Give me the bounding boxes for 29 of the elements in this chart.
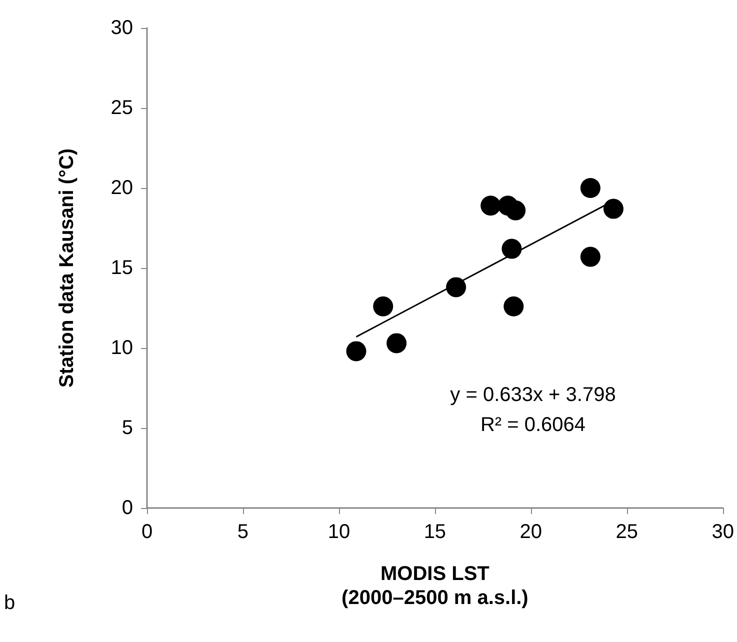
point (502, 238, 522, 259)
point (580, 246, 600, 267)
x-tick-label: 30 (712, 521, 734, 543)
y-tick-label: 30 (110, 17, 133, 39)
x-tick-label: 15 (424, 521, 446, 543)
y-axis-title: Station data Kausani (°C) (56, 148, 78, 388)
y-tick-label: 25 (110, 97, 133, 119)
x-axis-title: MODIS LST (2000–2500 m a.s.l.) (342, 563, 528, 609)
x-tick-label: 5 (237, 521, 249, 543)
x-tick-label: 0 (141, 521, 153, 543)
point (373, 296, 394, 316)
point (446, 277, 466, 298)
annotation: y = 0.633x + 3.798 R² = 0.6064 (450, 384, 616, 436)
y-tick-label: 5 (122, 417, 133, 439)
y-tick-label: 20 (110, 177, 133, 199)
point (506, 200, 526, 220)
y-tick-label: 15 (110, 257, 133, 279)
x-tick-label: 25 (616, 521, 638, 543)
text: b (4, 592, 16, 614)
point (346, 341, 366, 362)
y-tick-label: 0 (122, 497, 133, 519)
point (603, 198, 624, 219)
x-tick-label: 10 (328, 521, 350, 543)
point (480, 196, 501, 216)
point (386, 333, 407, 354)
x-tick-label: 20 (520, 521, 542, 543)
point (504, 296, 524, 316)
y-tick-label: 10 (110, 337, 133, 359)
point (580, 178, 600, 198)
